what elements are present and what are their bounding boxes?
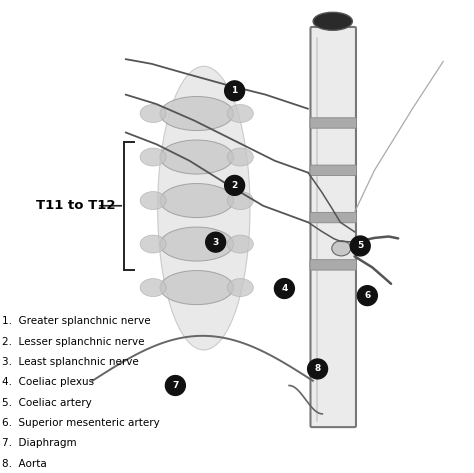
FancyBboxPatch shape — [310, 165, 356, 175]
Ellipse shape — [228, 105, 253, 123]
Ellipse shape — [157, 66, 250, 350]
Circle shape — [274, 279, 294, 298]
Ellipse shape — [140, 279, 166, 297]
Ellipse shape — [160, 96, 233, 131]
Text: 8: 8 — [314, 364, 321, 374]
FancyBboxPatch shape — [310, 118, 356, 128]
Text: T11 to T12: T11 to T12 — [36, 199, 115, 212]
Text: 2.  Lesser splanchnic nerve: 2. Lesser splanchnic nerve — [2, 337, 145, 347]
Ellipse shape — [228, 192, 253, 210]
FancyBboxPatch shape — [310, 260, 356, 270]
Text: 3.  Least splanchnic nerve: 3. Least splanchnic nerve — [2, 357, 139, 367]
Circle shape — [206, 232, 226, 252]
Ellipse shape — [332, 241, 351, 256]
Ellipse shape — [160, 140, 233, 174]
Text: 3: 3 — [212, 237, 219, 247]
Circle shape — [350, 236, 370, 256]
Circle shape — [165, 376, 185, 395]
Circle shape — [308, 359, 328, 379]
Ellipse shape — [160, 271, 233, 305]
Circle shape — [225, 81, 245, 101]
Text: 7.  Diaphragm: 7. Diaphragm — [2, 438, 77, 448]
Text: 7: 7 — [172, 381, 179, 390]
Text: 1.  Greater splanchnic nerve: 1. Greater splanchnic nerve — [2, 316, 151, 326]
FancyBboxPatch shape — [310, 27, 356, 427]
Text: 6.  Superior mesenteric artery: 6. Superior mesenteric artery — [2, 418, 160, 428]
Ellipse shape — [140, 105, 166, 123]
Text: 6: 6 — [364, 291, 371, 300]
Text: 2: 2 — [231, 181, 238, 190]
Ellipse shape — [228, 235, 253, 253]
Ellipse shape — [313, 12, 352, 30]
Text: 4.  Coeliac plexus: 4. Coeliac plexus — [2, 377, 94, 387]
Text: 8.  Aorta: 8. Aorta — [2, 459, 47, 469]
Text: 1: 1 — [231, 86, 238, 96]
Ellipse shape — [228, 148, 253, 166]
Ellipse shape — [228, 279, 253, 297]
Circle shape — [357, 286, 377, 306]
Circle shape — [225, 175, 245, 195]
Ellipse shape — [160, 184, 233, 218]
Ellipse shape — [140, 235, 166, 253]
FancyBboxPatch shape — [310, 212, 356, 223]
Text: 4: 4 — [281, 284, 288, 293]
Text: 5.  Coeliac artery: 5. Coeliac artery — [2, 398, 92, 408]
Ellipse shape — [160, 227, 233, 261]
Text: 5: 5 — [357, 241, 364, 251]
Ellipse shape — [140, 148, 166, 166]
Ellipse shape — [140, 192, 166, 210]
